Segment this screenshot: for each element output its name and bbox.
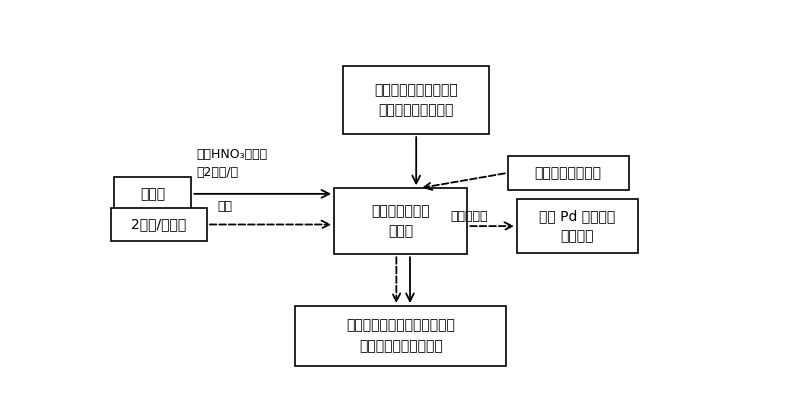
FancyBboxPatch shape: [114, 177, 191, 211]
Text: 分离出次锕系元素后的
高放废物的硝酸溶液: 分离出次锕系元素后的 高放废物的硝酸溶液: [374, 83, 458, 118]
FancyBboxPatch shape: [517, 199, 638, 253]
FancyBboxPatch shape: [508, 156, 629, 190]
FancyBboxPatch shape: [295, 306, 506, 366]
Text: 浓硝酸: 浓硝酸: [140, 187, 166, 201]
Text: 洗脱并解析: 洗脱并解析: [450, 210, 488, 223]
FancyBboxPatch shape: [111, 207, 207, 241]
Text: 洗涤: 洗涤: [218, 200, 233, 213]
FancyBboxPatch shape: [334, 188, 467, 254]
Text: 2摩尔/升硝酸: 2摩尔/升硝酸: [131, 217, 186, 232]
Text: 填装有吸附剂的
色谱柱: 填装有吸附剂的 色谱柱: [371, 204, 430, 238]
Text: 不被吸附剂吸附的少量其他金
属元素的硝酸盐流出物: 不被吸附剂吸附的少量其他金 属元素的硝酸盐流出物: [346, 318, 455, 353]
FancyBboxPatch shape: [343, 67, 489, 134]
Text: 元素 Pd 的硝酸盐
的水溶液: 元素 Pd 的硝酸盐 的水溶液: [539, 209, 615, 243]
Text: 调整HNO₃的浓度
至2摩尔/升: 调整HNO₃的浓度 至2摩尔/升: [196, 148, 267, 179]
Text: 硫脲的硝酸水溶液: 硫脲的硝酸水溶液: [534, 166, 602, 180]
